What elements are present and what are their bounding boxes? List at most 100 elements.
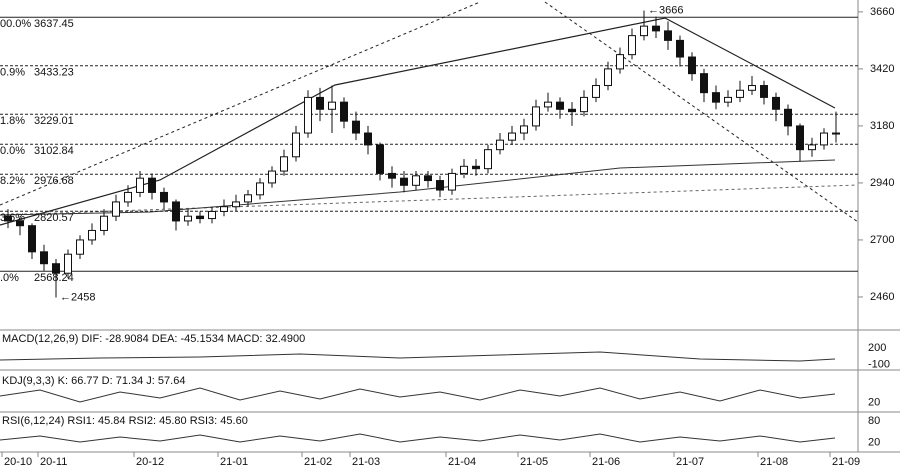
candle-body [532, 106, 540, 127]
fib-label: 1.8% [0, 115, 25, 127]
x-tick-label: 21-08 [760, 456, 788, 468]
candle-body [460, 165, 468, 174]
y-tick-label: 80 [868, 415, 880, 427]
x-tick-label: 21-04 [448, 456, 476, 468]
x-tick-label: 20-11 [40, 456, 67, 468]
x-tick-label: 20-10 [4, 456, 32, 468]
candle-body [196, 215, 204, 220]
candle-body [244, 194, 252, 203]
indicator-lines [0, 351, 836, 443]
candle-body [208, 210, 216, 220]
fib-value: 2820.57 [34, 212, 74, 224]
candle-body [232, 201, 240, 208]
candle-body [424, 175, 432, 182]
candle-body [124, 191, 132, 203]
candle-body [556, 101, 564, 110]
y-tick-label: 2700 [870, 234, 894, 246]
candle-body [688, 56, 696, 75]
candle-body [4, 215, 12, 222]
candle-body [364, 132, 372, 146]
candle-body [472, 165, 480, 170]
x-tick-label: 21-07 [676, 456, 704, 468]
fib-label: 8.2% [0, 175, 25, 187]
x-tick-label: 21-03 [352, 456, 380, 468]
candle-body [268, 170, 276, 184]
y-tick-label: -100 [868, 359, 890, 371]
fib-label: 0.0% [0, 145, 25, 157]
x-tick-label: 20-12 [136, 456, 164, 468]
candle-body [160, 191, 168, 203]
candle-body [436, 180, 444, 191]
candle-body [328, 101, 336, 110]
candle-body [808, 144, 816, 151]
candle-body [412, 175, 420, 186]
candle-body [88, 229, 96, 241]
x-tick-label: 21-01 [220, 456, 248, 468]
candle-body [376, 144, 384, 174]
fib-value: 3637.45 [34, 18, 74, 30]
candle-body [352, 120, 360, 134]
candle-body [484, 149, 492, 170]
candle-body [544, 101, 552, 108]
candle-body [832, 132, 840, 135]
candle-body [580, 96, 588, 113]
candle-body [172, 201, 180, 222]
fib-label: 0.9% [0, 67, 25, 79]
candle-body [496, 139, 504, 151]
candle-body [592, 85, 600, 98]
candle-body [388, 172, 396, 179]
candle-body [292, 132, 300, 158]
y-tick-label: 20 [868, 437, 880, 449]
indicator-title: RSI(6,12,24) RSI1: 45.84 RSI2: 45.80 RSI… [2, 415, 248, 427]
x-tick-label: 21-09 [832, 456, 860, 468]
candle-body [676, 39, 684, 58]
y-tick-label: 3660 [870, 6, 894, 18]
candle-body [304, 96, 312, 134]
x-tick-label: 21-06 [592, 456, 620, 468]
candle-body [760, 85, 768, 98]
candle-body [100, 215, 108, 231]
candle-body [784, 108, 792, 127]
candle-body [520, 125, 528, 134]
candle-body [448, 172, 456, 191]
candle-body [148, 177, 156, 193]
candle-body [64, 253, 72, 274]
candle-body [736, 89, 744, 98]
candle-body [16, 220, 24, 227]
candle-body [52, 263, 60, 274]
candle-body [340, 101, 348, 122]
trend-lines [0, 1, 859, 226]
fib-value: 3102.84 [34, 145, 74, 157]
candle-body [652, 25, 660, 32]
y-tick-label: 3420 [870, 63, 894, 75]
annotation: ←2458 [60, 291, 95, 303]
fib-label: .0% [0, 272, 19, 284]
candle-body [640, 25, 648, 37]
indicator-title: KDJ(9,3,3) K: 66.77 D: 71.34 J: 57.64 [2, 375, 185, 387]
x-tick-label: 21-02 [304, 456, 332, 468]
candle-body [76, 239, 84, 255]
indicator-title: MACD(12,26,9) DIF: -28.9084 DEA: -45.153… [2, 333, 305, 345]
y-tick-label: 2460 [870, 291, 894, 303]
y-tick-label: 200 [868, 342, 886, 354]
fib-value: 2568.24 [34, 272, 74, 284]
candle-body [508, 132, 516, 141]
candle-body [28, 225, 36, 253]
candle-body [280, 156, 288, 172]
candle-body [568, 108, 576, 113]
y-tick-label: 20 [868, 396, 880, 408]
y-tick-label: 2940 [870, 177, 894, 189]
candle-body [712, 92, 720, 103]
fib-label: 00.0% [0, 18, 31, 30]
fib-value: 2976.68 [34, 175, 74, 187]
candle-body [184, 215, 192, 222]
annotation: ←3666 [648, 4, 683, 16]
candle-body [616, 54, 624, 70]
candle-body [820, 132, 828, 146]
x-tick-label: 21-05 [520, 456, 548, 468]
candle-body [136, 177, 144, 193]
candle-body [724, 96, 732, 103]
candle-body [628, 35, 636, 56]
